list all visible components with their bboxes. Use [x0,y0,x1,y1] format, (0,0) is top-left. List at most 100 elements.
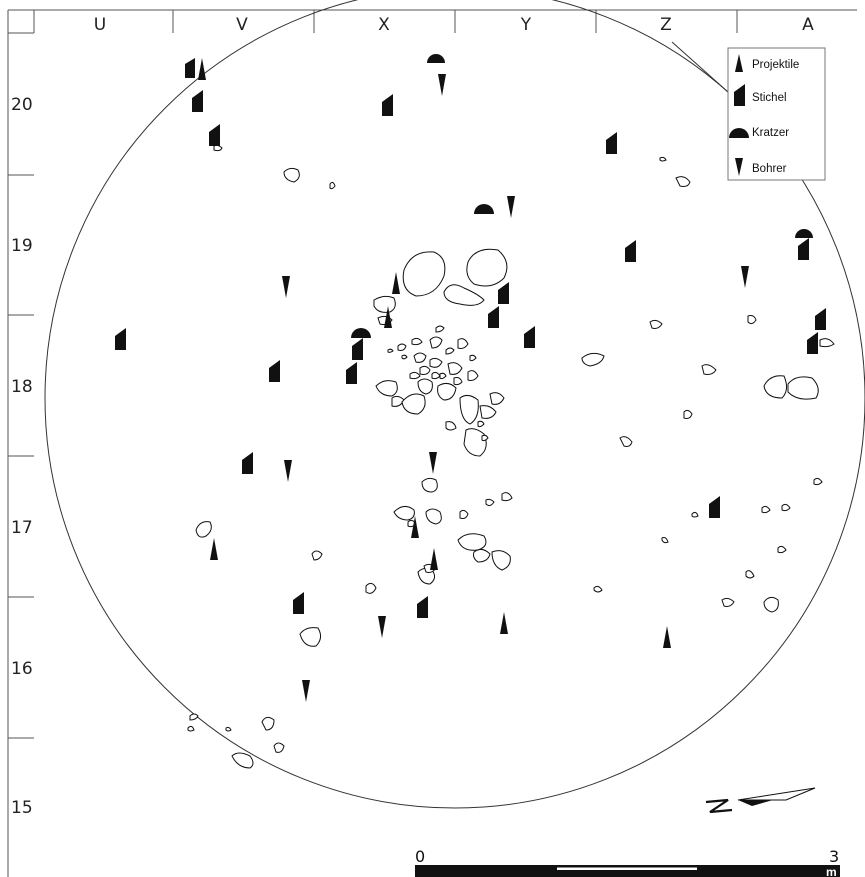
row-label-16: 16 [11,659,33,679]
row-label-19: 19 [11,236,33,256]
scale-unit-label: m [826,865,837,877]
burin-icon [709,496,720,518]
borer-icon [284,460,292,482]
column-label-y: Y [520,15,532,35]
stone [373,295,396,313]
borer-icon [507,196,515,218]
scale-bar-body [415,865,840,877]
stone [745,570,755,579]
legend-label-kratzer: Kratzer [752,127,789,139]
stone [213,144,223,152]
burin-icon [352,338,363,360]
stone [435,325,445,333]
stone [187,725,195,732]
legend-label-bohrer: Bohrer [752,163,787,175]
borer-icon [741,266,749,288]
grid-frame [7,9,857,877]
projectile-icon [210,538,218,560]
legend-scraper-icon [729,128,749,138]
stone [485,498,495,507]
burin-icon [115,328,126,350]
stone [721,597,735,607]
borer-icon [282,276,290,298]
stone [747,315,757,325]
legend-burin-icon [734,84,745,106]
burin-icon [185,58,195,78]
burin-icon [346,362,357,384]
burin-icon [807,332,818,354]
stone [413,352,427,363]
stone [273,742,285,753]
stone [401,354,408,360]
row-label-20: 20 [11,95,33,115]
stone [491,550,511,571]
stone [421,477,438,493]
stone [365,582,377,594]
stone [447,362,463,375]
stone [299,627,322,647]
stone [402,251,446,297]
scale-bar: 0 3 m [415,847,840,877]
legend-label-projektile: Projektile [752,59,799,71]
stone [419,365,431,375]
stone [781,503,791,512]
stone [819,338,835,348]
burin-icon [382,94,393,116]
legend-borer-icon [735,158,743,176]
scraper-icon [427,54,445,63]
burin-icon [192,90,203,112]
projectile-icon [500,612,508,634]
burin-icon [625,240,636,262]
stone [501,492,513,502]
stone [459,394,479,425]
stone [409,371,421,380]
stone [453,377,463,386]
stone [691,511,699,518]
stone [393,506,415,521]
burin-icon [606,132,617,154]
dwelling-boundary [44,0,865,809]
scale-bar-segment [557,867,697,870]
stone [375,380,398,397]
scraper-icon [795,229,813,238]
stone [429,357,443,368]
stone [763,375,788,399]
stone [581,352,605,367]
projectile-icon [411,516,419,538]
burin-icon [242,452,253,474]
stone [683,409,693,419]
stone [457,533,487,551]
stone [387,348,394,353]
legend-leader-line [671,41,729,93]
legend: Projektile Stichel Kratzer Bohrer [727,47,826,181]
row-label-17: 17 [11,518,33,538]
stone [619,436,633,447]
stone [459,509,469,519]
stone [439,372,447,380]
stone [463,428,487,457]
stones [187,144,835,769]
borer-icon [302,680,310,702]
column-label-v: V [236,15,248,35]
stone [489,392,505,405]
column-label-u: U [94,15,106,35]
stone [397,343,407,351]
stone [763,596,779,613]
borer-icon [429,452,437,474]
stone [417,378,433,395]
legend-projectile-icon [735,54,743,72]
stone [283,167,300,183]
projectile-icon [392,272,400,294]
stone [437,382,457,401]
stone [479,405,497,419]
stone [311,550,323,561]
stone [469,354,477,362]
scale-label-end: 3 [829,847,839,866]
borer-icon [378,616,386,638]
burin-icon [269,360,280,382]
scraper-icon [351,328,371,338]
burin-icon [488,306,499,328]
legend-label-stichel: Stichel [752,92,787,104]
artefacts [115,54,826,702]
